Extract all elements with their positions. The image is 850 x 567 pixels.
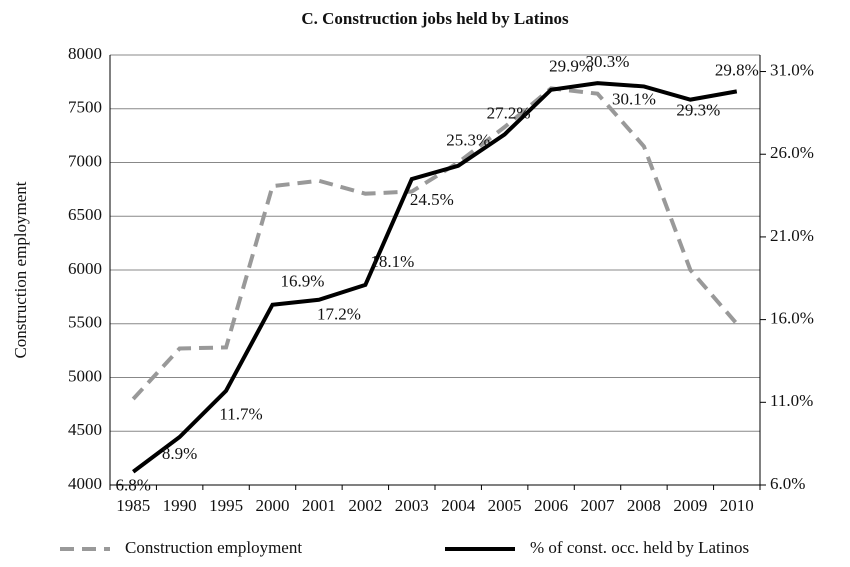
data-label: 6.8% [116,476,151,495]
x-tick-label: 1995 [209,496,243,515]
x-tick-label: 2007 [581,496,616,515]
data-label: 24.5% [410,190,454,209]
y2-tick-label: 11.0% [770,391,813,410]
y2-tick-label: 21.0% [770,226,814,245]
x-tick-label: 2008 [627,496,661,515]
data-label: 27.2% [487,103,531,122]
legend-label: Construction employment [125,538,302,557]
series-line [131,86,739,401]
x-tick-label: 2010 [720,496,754,515]
y-tick-label: 4500 [68,420,102,439]
series-line [132,81,738,474]
data-label: 29.8% [715,60,759,79]
data-label: 30.1% [612,89,656,108]
y2-tick-label: 31.0% [770,60,814,79]
data-label: 29.3% [676,101,720,120]
x-tick-label: 2005 [488,496,522,515]
x-tick-label: 2004 [441,496,476,515]
y-tick-label: 6000 [68,259,102,278]
data-label: 29.9% [549,57,593,76]
x-tick-label: 2000 [256,496,290,515]
x-tick-label: 1990 [163,496,197,515]
y2-tick-label: 6.0% [770,474,805,493]
x-tick-label: 2002 [348,496,382,515]
x-tick-label: 1985 [116,496,150,515]
data-label: 25.3% [446,131,490,150]
y-tick-label: 8000 [68,44,102,63]
y2-tick-label: 26.0% [770,143,814,162]
data-label: 16.9% [281,272,325,291]
x-tick-label: 2006 [534,496,568,515]
data-label: 30.3% [586,52,630,71]
y2-tick-label: 16.0% [770,309,814,328]
y-tick-label: 5000 [68,366,102,385]
y-tick-label: 5500 [68,313,102,332]
x-tick-label: 2003 [395,496,429,515]
chart-title: C. Construction jobs held by Latinos [301,9,569,28]
data-label: 17.2% [317,305,361,324]
data-label: 8.9% [162,444,197,463]
y-tick-label: 7000 [68,151,102,170]
y-tick-label: 7500 [68,98,102,117]
x-tick-label: 2001 [302,496,336,515]
y-axis-label: Construction employment [11,181,30,358]
y-tick-label: 4000 [68,474,102,493]
x-tick-label: 2009 [673,496,707,515]
data-label: 11.7% [219,405,262,424]
legend-label: % of const. occ. held by Latinos [530,538,749,557]
data-label: 18.1% [370,252,414,271]
y-tick-label: 6500 [68,205,102,224]
